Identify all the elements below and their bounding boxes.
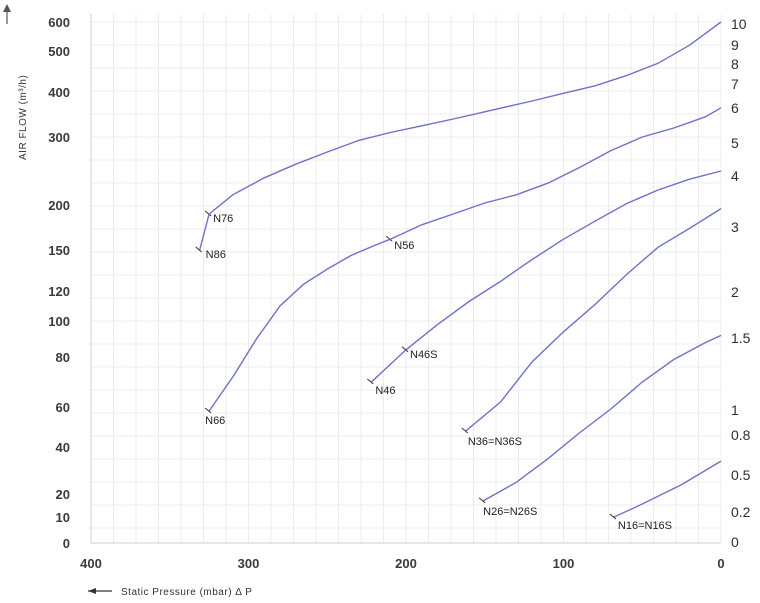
series-label: N46S [410,349,438,361]
series-label: N46 [375,385,395,397]
series-start-marker [367,378,374,385]
x-tick-label: 300 [238,556,260,571]
series-start-marker [204,407,212,414]
series-start-marker [204,210,212,217]
series-label: N16=N16S [618,520,672,532]
right-tick-label: 6 [731,100,739,116]
right-tick-label: 8 [731,56,739,72]
series-line-n26-n26s [482,334,722,502]
series-label: N36=N36S [468,436,522,448]
series-start-marker [478,497,486,504]
right-tick-label: 3 [731,219,739,235]
right-tick-label: 9 [731,37,739,53]
series-label: N76 [213,213,233,225]
right-tick-label: 1.5 [731,330,751,346]
series-label: N26=N26S [483,506,537,518]
y-tick-label: 100 [48,314,70,329]
series-curves [195,21,722,520]
chart-grid [90,14,722,543]
series-start-marker [385,235,393,242]
y-tick-label: 400 [48,85,70,100]
y-tick-label: 150 [48,243,70,258]
y-tick-label: 200 [48,198,70,213]
right-tick-label: 4 [731,168,739,184]
y-ticks-right: 10 9 8 7 6 5 4 3 2 1.5 1 0.8 0.5 0.2 0 [731,16,751,550]
series-start-marker [195,246,202,253]
y-tick-label: 120 [48,284,70,299]
right-tick-label: 0 [731,534,739,550]
x-tick-label: 100 [553,556,575,571]
series-line-n46 [370,349,407,383]
series-label: N66 [205,415,225,427]
right-tick-label: 5 [731,135,739,151]
series-start-marker [461,427,469,434]
series-line-n56 [390,107,722,240]
x-tick-label: 0 [717,556,724,571]
y-tick-label: 600 [48,15,70,30]
right-tick-label: 10 [731,16,747,32]
y-tick-label: 20 [56,487,70,502]
y-tick-label: 60 [56,400,70,415]
y-axis-arrow-icon [3,4,11,24]
x-tick-label: 400 [80,556,102,571]
series-start-marker [609,513,617,520]
y-axis-label: AIR FLOW (m³/h) [18,75,29,160]
x-axis-arrow-icon [88,588,112,594]
series-line-n36-n36s [465,208,722,432]
y-tick-label: 80 [56,350,70,365]
right-tick-label: 0.2 [731,504,751,520]
x-tick-label: 200 [395,556,417,571]
right-tick-label: 0.5 [731,467,751,483]
right-tick-label: 7 [731,76,739,92]
x-axis-label: Static Pressure (mbar) Δ P [121,587,252,598]
series-line-n66 [208,238,391,412]
x-ticks: 400 300 200 100 0 [80,556,724,571]
series-line-n76 [208,21,722,215]
series-line-n86 [199,213,210,251]
y-tick-label: 500 [48,44,70,59]
series-line-n46s [405,170,722,351]
y-tick-label: 40 [56,440,70,455]
y-tick-label: 300 [48,130,70,145]
series-label: N56 [394,240,414,252]
series-labels: N76 N86 N56 N66 N46 N46S N36=N36S N26=N26S N16=N… [205,213,672,532]
series-start-marker [401,346,409,353]
y-tick-label: 10 [56,510,70,525]
series-label: N86 [206,249,226,261]
right-tick-label: 1 [731,402,739,418]
y-tick-label: 0 [63,536,70,551]
right-tick-label: 0.8 [731,427,751,443]
right-tick-label: 2 [731,284,739,300]
series-line-n16-n16s [613,460,722,518]
